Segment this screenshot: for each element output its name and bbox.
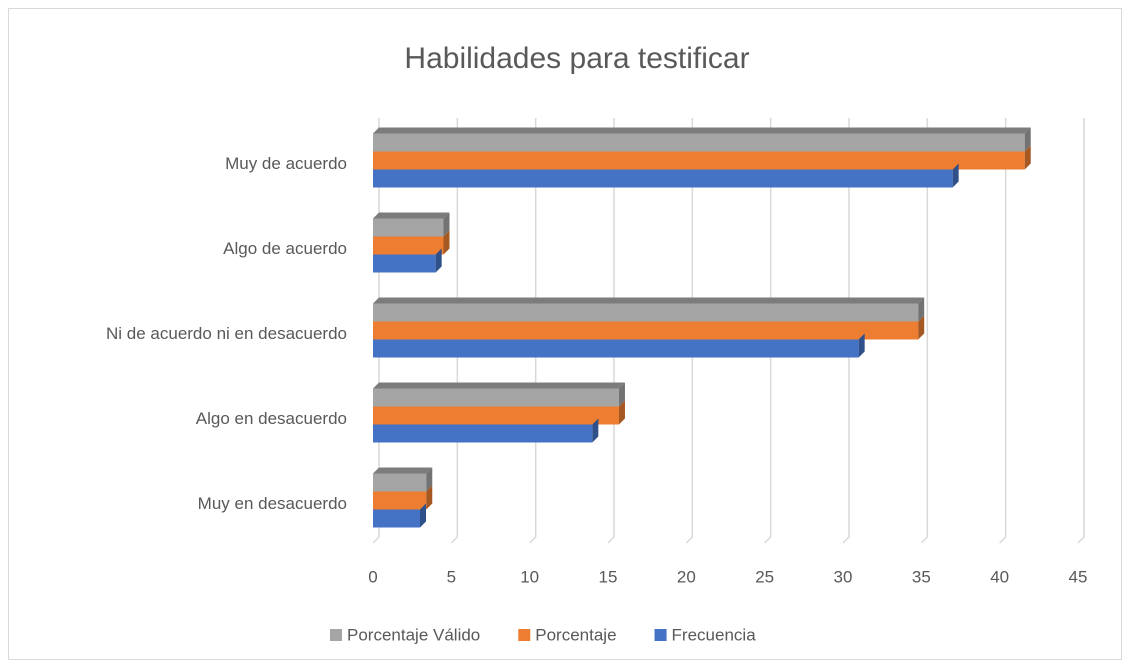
legend-swatch — [654, 629, 667, 641]
bar — [373, 388, 619, 407]
bar-top — [373, 127, 1031, 134]
bar-side — [426, 485, 433, 510]
bar-side — [1024, 127, 1031, 152]
legend-label: Porcentaje Válido — [347, 625, 480, 644]
x-tick-label: 10 — [520, 567, 539, 586]
y-tick-label: Muy de acuerdo — [225, 154, 347, 173]
bar-side — [952, 163, 959, 188]
bar-side — [618, 382, 625, 407]
x-tick-label: 25 — [755, 567, 774, 586]
grid-line — [529, 118, 537, 544]
bar — [373, 133, 1025, 152]
bar — [373, 321, 919, 340]
bar — [373, 254, 436, 273]
bar — [373, 151, 1025, 170]
legend-label: Frecuencia — [672, 625, 757, 644]
legend-swatch — [330, 629, 342, 641]
x-tick-label: 20 — [677, 567, 696, 586]
bar-side — [420, 503, 426, 528]
bar-side — [858, 333, 865, 358]
chart-title: Habilidades para testificar — [404, 42, 749, 75]
x-tick-label: 15 — [599, 567, 618, 586]
bar — [373, 236, 444, 255]
bar-side — [918, 315, 925, 340]
bar-top — [373, 297, 925, 304]
grid-line — [920, 118, 929, 544]
grid-line — [1077, 118, 1085, 544]
bar — [373, 473, 427, 492]
grid-line — [685, 118, 694, 544]
bar-side — [918, 297, 925, 322]
y-tick-label: Ni de acuerdo ni en desacuerdo — [106, 324, 347, 343]
legend-swatch — [518, 629, 531, 641]
x-tick-label: 45 — [1069, 567, 1088, 586]
bar-top — [373, 382, 625, 389]
x-tick-label: 30 — [834, 567, 853, 586]
x-tick-label: 35 — [912, 567, 931, 586]
bar-side — [435, 248, 442, 273]
bar-top — [373, 212, 450, 219]
grid-line — [764, 118, 772, 544]
bar — [373, 303, 919, 322]
legend-label: Porcentaje — [535, 625, 616, 644]
bar — [373, 339, 859, 358]
y-tick-label: Algo de acuerdo — [223, 239, 347, 258]
grid-line — [450, 118, 459, 544]
bar — [373, 218, 444, 237]
bar — [373, 491, 427, 510]
bar-side — [443, 230, 450, 255]
bar — [373, 509, 420, 528]
bar-side — [592, 418, 599, 443]
x-tick-label: 40 — [990, 567, 1009, 586]
bar-side — [426, 467, 433, 492]
x-tick-label: 5 — [447, 567, 456, 586]
bar — [373, 424, 593, 443]
y-tick-label: Algo en desacuerdo — [196, 409, 347, 428]
grid-line — [842, 118, 850, 544]
bar — [373, 169, 953, 188]
grid-line — [999, 118, 1007, 544]
x-tick-label: 0 — [368, 567, 377, 586]
bar-side — [1024, 145, 1031, 170]
grid-line — [607, 118, 615, 544]
bar-side — [443, 212, 450, 237]
bar-top — [373, 467, 433, 474]
bar — [373, 406, 619, 425]
bar-side — [618, 400, 625, 425]
y-tick-label: Muy en desacuerdo — [198, 494, 347, 513]
